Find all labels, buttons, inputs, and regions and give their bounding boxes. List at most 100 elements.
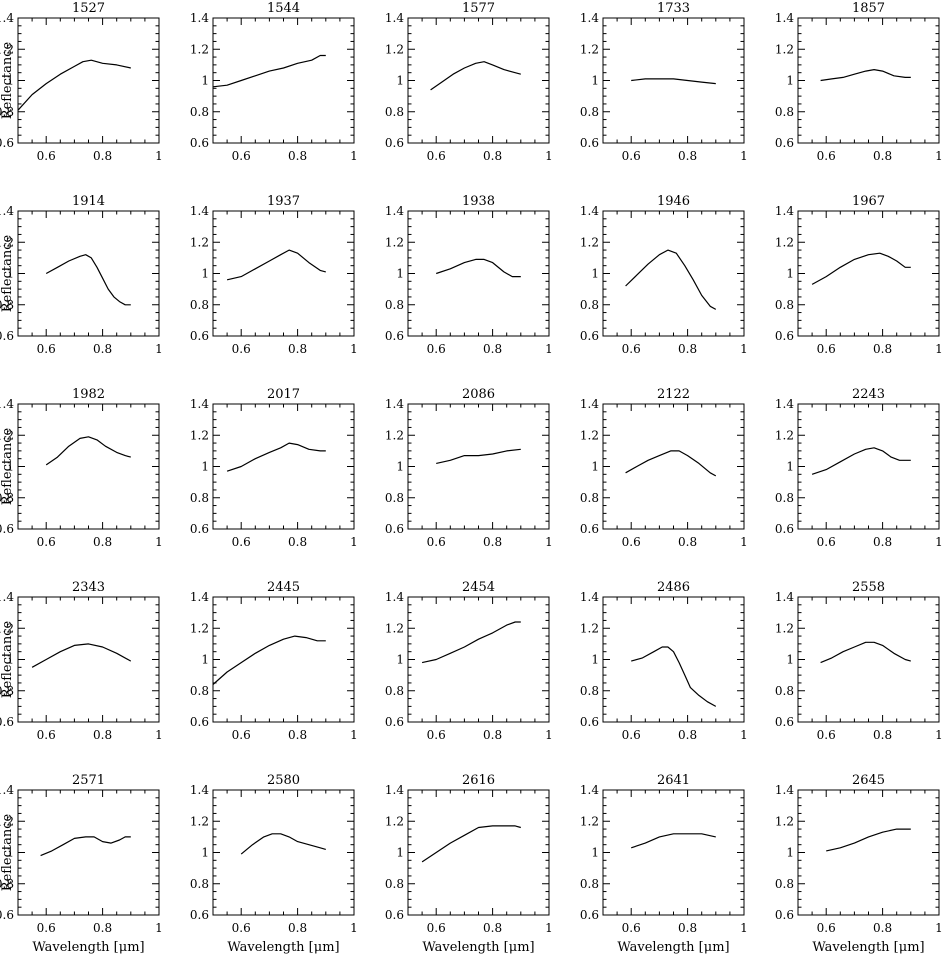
plot-frame (602, 17, 745, 144)
y-tick-label: 1 (396, 846, 404, 860)
y-tick-label: 1 (591, 460, 599, 474)
x-tick-label: 0.6 (817, 149, 836, 163)
x-tick-label: 0.8 (93, 921, 112, 935)
y-tick-label: 0.6 (580, 136, 599, 150)
y-tick-label: 1.2 (190, 621, 209, 635)
y-tick-label: 1.2 (580, 428, 599, 442)
y-tick-label: 0.6 (580, 715, 599, 729)
y-tick-label: 0.8 (0, 491, 14, 505)
y-tick-label: 0.6 (385, 715, 404, 729)
spectrum-line (45, 436, 131, 466)
y-tick-label: 1 (786, 74, 794, 88)
y-tick-label: 1.2 (190, 42, 209, 56)
plot-frame (407, 17, 550, 144)
spectrum-line (820, 641, 911, 664)
x-tick-label: 0.6 (232, 728, 251, 742)
y-tick-label: 0.8 (775, 684, 794, 698)
panel-title: 2122 (657, 387, 690, 402)
x-tick-label: 1 (350, 149, 358, 163)
y-tick-label: 1.4 (385, 783, 404, 797)
panel-title: 1938 (462, 194, 495, 209)
y-tick-label: 0.8 (580, 877, 599, 891)
y-tick-label: 0.8 (190, 877, 209, 891)
x-tick-label: 0.8 (288, 728, 307, 742)
x-tick-label: 0.8 (288, 149, 307, 163)
y-tick-label: 1.2 (775, 235, 794, 249)
x-tick-label: 0.6 (427, 728, 446, 742)
x-tick-label: 0.6 (232, 149, 251, 163)
y-tick-label: 1.4 (0, 204, 14, 218)
plot-frame (212, 596, 355, 723)
x-tick-label: 1 (935, 342, 943, 356)
spectrum-line (17, 59, 131, 111)
y-tick-label: 1.4 (775, 11, 794, 25)
y-tick-label: 1.4 (580, 783, 599, 797)
x-tick-label: 0.6 (817, 728, 836, 742)
y-tick-label: 0.6 (0, 522, 14, 536)
y-tick-label: 1.2 (385, 235, 404, 249)
x-tick-label: 0.8 (873, 149, 892, 163)
x-tick-label: 0.6 (427, 921, 446, 935)
y-tick-label: 1 (6, 653, 14, 667)
x-tick-label: 0.8 (483, 535, 502, 549)
y-tick-label: 1.4 (580, 590, 599, 604)
y-tick-label: 1 (6, 267, 14, 281)
y-tick-label: 0.6 (775, 522, 794, 536)
y-tick-label: 1 (786, 846, 794, 860)
plot-frame (212, 403, 355, 530)
y-tick-label: 0.8 (775, 105, 794, 119)
panel-title: 1967 (852, 194, 885, 209)
panel-2243: 2243 0.6 0.8 1 1.2 1.4 0.6 0.8 1 (775, 387, 943, 549)
x-tick-label: 0.6 (37, 535, 56, 549)
x-tick-label: 1 (935, 149, 943, 163)
y-tick-label: 0.6 (385, 329, 404, 343)
x-tick-label: 0.6 (622, 921, 641, 935)
y-tick-label: 0.8 (385, 298, 404, 312)
y-tick-label: 1 (201, 267, 209, 281)
plot-frame (797, 596, 940, 723)
panel-1938: 1938 0.6 0.8 1 1.2 1.4 0.6 0.8 1 (385, 194, 553, 356)
x-tick-label: 1 (740, 535, 748, 549)
y-tick-label: 1 (591, 74, 599, 88)
y-tick-label: 1.2 (775, 42, 794, 56)
x-tick-label: 0.8 (483, 728, 502, 742)
panel-2454: 2454 0.6 0.8 1 1.2 1.4 0.6 0.8 1 (385, 580, 553, 742)
plot-frame (602, 403, 745, 530)
plot-frame (17, 403, 160, 530)
y-tick-label: 1.2 (580, 621, 599, 635)
y-tick-label: 1 (591, 653, 599, 667)
panel-2445: 2445 0.6 0.8 1 1.2 1.4 0.6 0.8 1 (190, 580, 358, 742)
panel-title: 1914 (72, 194, 105, 209)
panel-title: 1733 (657, 1, 690, 16)
y-tick-label: 0.6 (775, 715, 794, 729)
y-tick-label: 0.8 (580, 684, 599, 698)
spectrum-line (826, 828, 911, 852)
x-tick-label: 0.6 (232, 342, 251, 356)
x-tick-label: 1 (350, 342, 358, 356)
panel-title: 2580 (267, 773, 300, 788)
y-tick-label: 1.4 (580, 397, 599, 411)
x-tick-label: 0.8 (678, 535, 697, 549)
spectrum-line (212, 54, 326, 88)
y-tick-label: 1.4 (190, 204, 209, 218)
x-tick-label: 0.6 (232, 535, 251, 549)
panel-title: 1982 (72, 387, 105, 402)
y-tick-label: 0.8 (580, 105, 599, 119)
plot-frame (17, 210, 160, 337)
y-tick-label: 1.2 (385, 814, 404, 828)
y-tick-label: 1.2 (0, 235, 14, 249)
panel-title: 1577 (462, 1, 495, 16)
spectrum-line (811, 447, 911, 475)
y-tick-label: 1 (396, 267, 404, 281)
panel-2122: 2122 0.6 0.8 1 1.2 1.4 0.6 0.8 1 (580, 387, 748, 549)
y-tick-label: 1.2 (580, 235, 599, 249)
y-tick-label: 0.8 (190, 684, 209, 698)
y-tick-label: 1.2 (0, 42, 14, 56)
y-tick-label: 0.6 (385, 136, 404, 150)
panel-1967: 1967 0.6 0.8 1 1.2 1.4 0.6 0.8 1 (775, 194, 943, 356)
x-tick-label: 0.8 (678, 342, 697, 356)
x-tick-label: 0.6 (622, 728, 641, 742)
y-tick-label: 1.4 (190, 590, 209, 604)
